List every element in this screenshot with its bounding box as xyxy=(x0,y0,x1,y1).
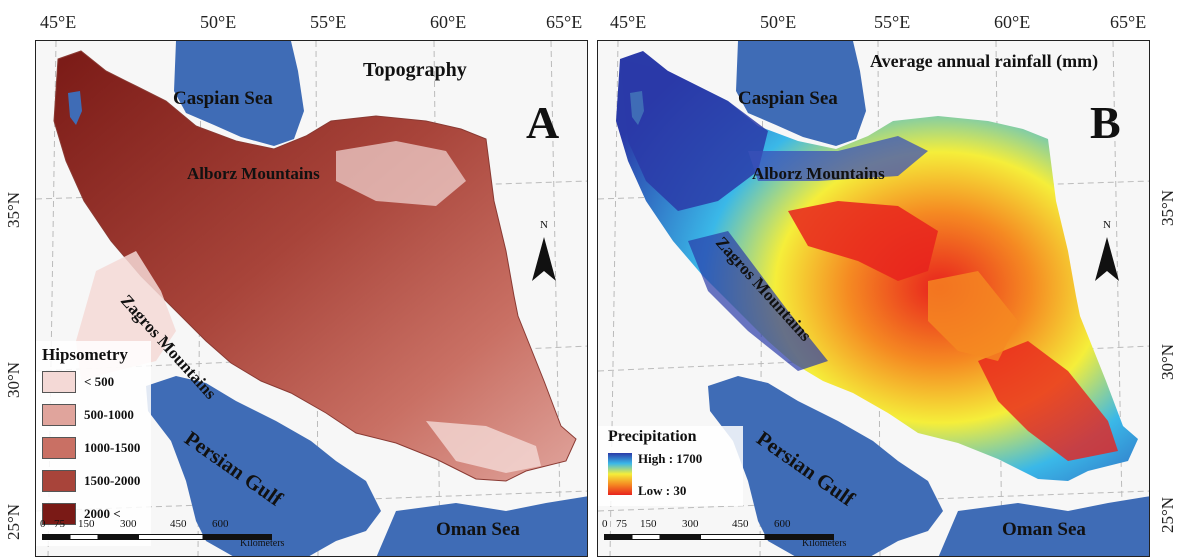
precipitation-legend: Precipitation High : 1700 Low : 30 xyxy=(598,426,743,506)
north-arrow-icon xyxy=(1095,237,1119,281)
lon-label: 55°E xyxy=(310,12,347,32)
panel-letter: B xyxy=(1090,97,1121,148)
scale-tick: 450 xyxy=(732,518,749,530)
lon-label: 50°E xyxy=(760,12,797,32)
oman-sea-label: Oman Sea xyxy=(436,519,520,540)
lat-label: 25°N xyxy=(1158,496,1178,534)
scale-unit: Kilometers xyxy=(240,538,285,549)
north-arrow: N xyxy=(1095,219,1125,281)
legend-label: 500-1000 xyxy=(84,407,134,422)
persian-gulf xyxy=(708,376,943,556)
lon-label: 60°E xyxy=(430,12,467,32)
lon-label: 65°E xyxy=(546,12,583,32)
lon-label: 60°E xyxy=(994,12,1031,32)
lat-label: 30°N xyxy=(4,361,24,399)
legend-color-ramp xyxy=(608,453,632,495)
scale-tick: 300 xyxy=(682,518,699,530)
alborz-mountains-label: Alborz Mountains xyxy=(187,164,320,183)
scale-tick: 75 xyxy=(616,518,627,530)
legend-label: < 500 xyxy=(84,374,115,389)
north-arrow: N xyxy=(532,219,562,281)
lon-label: 50°E xyxy=(200,12,237,32)
legend-swatch xyxy=(42,404,76,426)
legend-swatch xyxy=(42,470,76,492)
caspian-sea xyxy=(736,41,866,146)
scale-tick: 150 xyxy=(78,518,95,530)
oman-sea xyxy=(938,496,1149,556)
lon-label: 55°E xyxy=(874,12,911,32)
legend-high-label: High : 1700 xyxy=(638,451,703,466)
panel-letter: A xyxy=(526,97,560,148)
scale-tick: 75 xyxy=(54,518,65,530)
caspian-sea-label: Caspian Sea xyxy=(738,88,838,109)
lon-label: 45°E xyxy=(610,12,647,32)
legend-title: Precipitation xyxy=(608,428,697,445)
rainfall-map-panel: Average annual rainfall (mm) B Caspian S… xyxy=(597,40,1150,557)
scale-tick: 150 xyxy=(640,518,657,530)
panel-title: Topography xyxy=(363,59,467,81)
lat-label: 25°N xyxy=(4,503,24,541)
scale-bar: 0 75 150 300 450 600 Kilometers xyxy=(40,518,320,552)
legend-label: 1000-1500 xyxy=(84,440,141,455)
legend-swatch xyxy=(42,437,76,459)
north-label: N xyxy=(540,219,548,231)
scale-tick: 0 xyxy=(602,518,608,530)
topography-map xyxy=(36,41,587,556)
lat-label: 35°N xyxy=(4,191,24,229)
legend-label: 1500-2000 xyxy=(84,473,141,488)
scale-tick: 450 xyxy=(170,518,187,530)
lat-label: 35°N xyxy=(1158,189,1178,227)
north-arrow-icon xyxy=(532,237,556,281)
lon-label: 65°E xyxy=(1110,12,1147,32)
scale-bar-graphic xyxy=(42,534,272,540)
scale-tick: 0 xyxy=(40,518,46,530)
legend-swatch xyxy=(42,503,76,525)
oman-sea xyxy=(376,496,587,556)
lon-label: 45°E xyxy=(40,12,77,32)
scale-unit: Kilometers xyxy=(802,538,847,549)
scale-tick: 600 xyxy=(774,518,791,530)
alborz-mountains-label: Alborz Mountains xyxy=(752,164,885,183)
scale-tick: 600 xyxy=(212,518,229,530)
topography-map-panel: Topography A Caspian Sea Alborz Mountain… xyxy=(35,40,588,557)
persian-gulf xyxy=(146,376,381,556)
lake xyxy=(630,91,644,125)
oman-sea-label: Oman Sea xyxy=(1002,519,1086,540)
legend-title: Hipsometry xyxy=(42,345,128,364)
legend-low-label: Low : 30 xyxy=(638,483,687,498)
rainfall-map xyxy=(598,41,1149,556)
lake xyxy=(68,91,82,125)
scale-tick: 300 xyxy=(120,518,137,530)
scale-bar-graphic xyxy=(604,534,834,540)
legend-label: 2000 < xyxy=(84,506,121,521)
caspian-sea xyxy=(174,41,304,146)
lat-label: 30°N xyxy=(1158,343,1178,381)
north-label: N xyxy=(1103,219,1111,231)
panel-title: Average annual rainfall (mm) xyxy=(870,51,1099,71)
scale-bar: 0 75 150 300 450 600 Kilometers xyxy=(602,518,882,552)
legend-swatch xyxy=(42,371,76,393)
caspian-sea-label: Caspian Sea xyxy=(173,88,273,109)
hipsometry-legend: Hipsometry < 500 500-1000 1000-1500 1500… xyxy=(36,341,151,546)
